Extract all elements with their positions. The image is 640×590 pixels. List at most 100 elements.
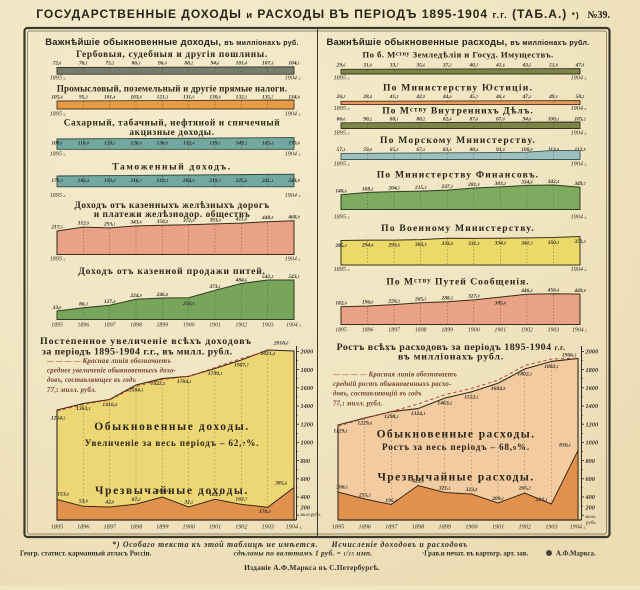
svg-text:130,6: 130,6 [209,95,220,101]
svg-text:милл.: милл. [584,515,596,520]
svg-text:А.Ф.Маркса.: А.Ф.Маркса. [556,551,596,558]
svg-text:1902: 1902 [519,524,531,531]
svg-text:373,1: 373,1 [208,284,220,290]
svg-text:255,2: 255,2 [358,493,371,499]
svg-text:2021,4: 2021,4 [259,351,275,357]
svg-text:334,6: 334,6 [520,179,532,185]
svg-text:1904 г.: 1904 г. [572,327,588,334]
svg-text:196,0: 196,0 [362,300,373,306]
svg-text:41,2: 41,2 [389,94,399,100]
svg-text:1904 г.: 1904 г. [570,524,587,531]
svg-text:1900: 1900 [465,524,478,531]
svg-text:51,9: 51,9 [549,63,558,69]
svg-text:358,8: 358,8 [156,219,168,225]
svg-text:112,9: 112,9 [574,147,585,153]
svg-text:149,2: 149,2 [236,140,247,146]
svg-text:162,7: 162,7 [235,497,248,503]
svg-text:293,1: 293,1 [103,221,115,227]
svg-text:108,1: 108,1 [51,140,62,146]
svg-text:105,2: 105,2 [574,117,585,123]
svg-text:1904 г.: 1904 г. [571,130,588,137]
svg-text:46,4: 46,4 [495,94,505,100]
svg-text:400: 400 [585,494,596,501]
svg-text:80,2: 80,2 [416,117,425,123]
svg-text:2000: 2000 [300,349,314,356]
svg-text:1800: 1800 [301,367,314,374]
svg-text:за періодъ 1895-1904 г.г., въ: за періодъ 1895-1904 г.г., въ милл. рубл… [42,347,233,358]
svg-text:1904 г.: 1904 г. [571,75,588,82]
svg-text:1363,1: 1363,1 [76,406,91,412]
svg-text:Чрезвычайные доходы.: Чрезвычайные доходы. [95,485,249,497]
svg-text:26,2: 26,2 [336,94,346,100]
svg-text:246,8: 246,8 [156,292,168,298]
svg-text:96,0: 96,0 [158,61,167,67]
svg-text:82,4: 82,4 [443,117,452,123]
svg-text:ГОСУДАРСТВЕННЫЕ ДОХОДЫ и РАСХО: ГОСУДАРСТВЕННЫЕ ДОХОДЫ и РАСХОДЫ ВЪ ПЕРІ… [36,7,580,21]
svg-text:1463,2: 1463,2 [437,401,452,407]
svg-text:милл.рубл.: милл.рубл. [299,513,321,518]
svg-text:306,1: 306,1 [335,485,348,491]
svg-text:1900: 1900 [183,524,196,531]
svg-text:293,0: 293,0 [387,243,399,249]
svg-text:86,0: 86,0 [337,117,346,123]
svg-text:Важнѣйшіе обыкновенные доходы,: Важнѣйшіе обыкновенные доходы, въ милліо… [45,36,299,47]
svg-text:225,6: 225,6 [235,178,247,184]
svg-text:2000: 2000 [585,349,599,356]
svg-text:88,2: 88,2 [184,61,193,67]
svg-text:47,8: 47,8 [575,63,585,69]
svg-text:1903: 1903 [262,524,274,531]
svg-text:188,3: 188,3 [362,186,373,192]
svg-text:1903: 1903 [545,524,557,531]
svg-text:1897: 1897 [385,524,398,531]
svg-text:По Министерству Юстиціи.: По Министерству Юстиціи. [383,83,533,94]
svg-text:По б. Мству Земледѣлія и Госуд: По б. Мству Земледѣлія и Госуд. Имуществ… [362,50,553,60]
svg-text:327,0: 327,0 [467,294,479,300]
svg-text:136,9: 136,9 [157,140,168,146]
svg-text:393,0: 393,0 [208,217,220,223]
svg-text:1298,1: 1298,1 [384,414,399,420]
svg-text:140,6: 140,6 [335,189,346,195]
svg-text:1896: 1896 [77,524,90,531]
svg-text:53,0: 53,0 [79,499,88,505]
svg-text:200: 200 [585,505,596,512]
svg-text:468,9: 468,9 [287,214,299,220]
svg-text:1902: 1902 [521,328,533,334]
svg-text:224,1: 224,1 [535,497,548,503]
svg-text:По Военному Министерству.: По Военному Министерству. [381,223,535,234]
svg-text:1604,9: 1604,9 [491,386,506,392]
svg-text:1897: 1897 [104,524,117,531]
svg-text:1898: 1898 [415,328,427,334]
svg-text:182,4: 182,4 [78,178,89,184]
svg-text:По Министерству Финансовъ.: По Министерству Финансовъ. [377,170,539,181]
svg-text:1200: 1200 [301,421,314,428]
svg-text:1896: 1896 [359,524,372,531]
svg-text:800: 800 [301,458,311,465]
svg-text:448,0: 448,0 [261,215,273,221]
svg-text:285,5: 285,5 [334,243,346,249]
svg-text:1622,3: 1622,3 [151,381,166,387]
svg-text:1904 г.: 1904 г. [286,524,303,531]
svg-text:Изданіе А.Ф.Маркса въ С.Петерб: Изданіе А.Ф.Маркса въ С.Петербургѣ. [244,563,380,572]
svg-text:1904 г.: 1904 г. [571,161,588,168]
svg-text:57,3: 57,3 [337,147,346,153]
svg-text:1254,5: 1254,5 [51,416,66,422]
svg-text:1895 г.: 1895 г. [334,161,351,168]
svg-text:По Мству Путей Сообщенія.: По Мству Путей Сообщенія. [386,276,529,287]
svg-text:165,6: 165,6 [262,140,273,146]
svg-text:1899: 1899 [441,328,453,334]
svg-text:132,1: 132,1 [236,95,247,101]
svg-text:94,0: 94,0 [523,117,532,123]
svg-text:1000: 1000 [301,440,314,447]
svg-text:100,9: 100,9 [521,147,532,153]
svg-text:321,1: 321,1 [438,486,451,492]
svg-text:1907,7: 1907,7 [234,363,250,369]
svg-text:— — — — Красная линія обознача: — — — — Красная линія обозначаетъ [46,358,171,365]
svg-text:65,2: 65,2 [390,147,399,153]
svg-text:76,1: 76,1 [79,61,88,67]
svg-text:484,6: 484,6 [235,277,247,283]
svg-text:Таможенный доходъ.: Таможенный доходъ. [112,162,232,173]
svg-text:1898: 1898 [412,524,425,531]
svg-text:94,6: 94,6 [211,61,220,67]
svg-text:1895 г.: 1895 г. [334,214,351,221]
svg-text:1902: 1902 [236,323,248,329]
